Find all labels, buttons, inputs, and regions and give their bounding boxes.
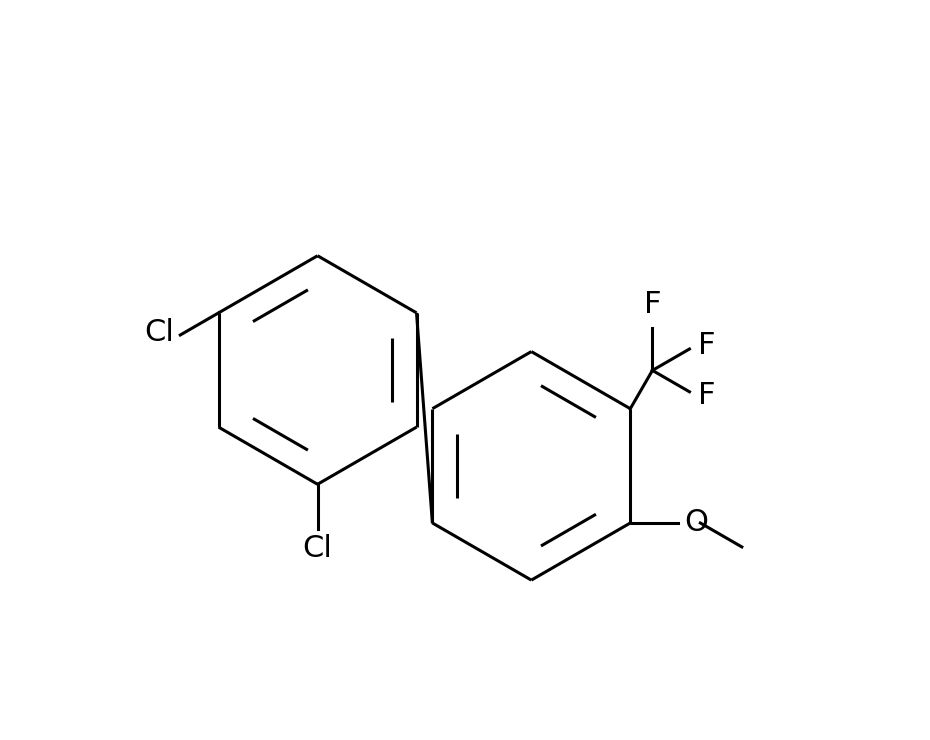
Text: Cl: Cl (144, 318, 175, 347)
Text: O: O (684, 508, 708, 537)
Text: F: F (698, 381, 716, 410)
Text: F: F (644, 290, 661, 319)
Text: F: F (698, 331, 716, 360)
Text: Cl: Cl (302, 534, 333, 563)
